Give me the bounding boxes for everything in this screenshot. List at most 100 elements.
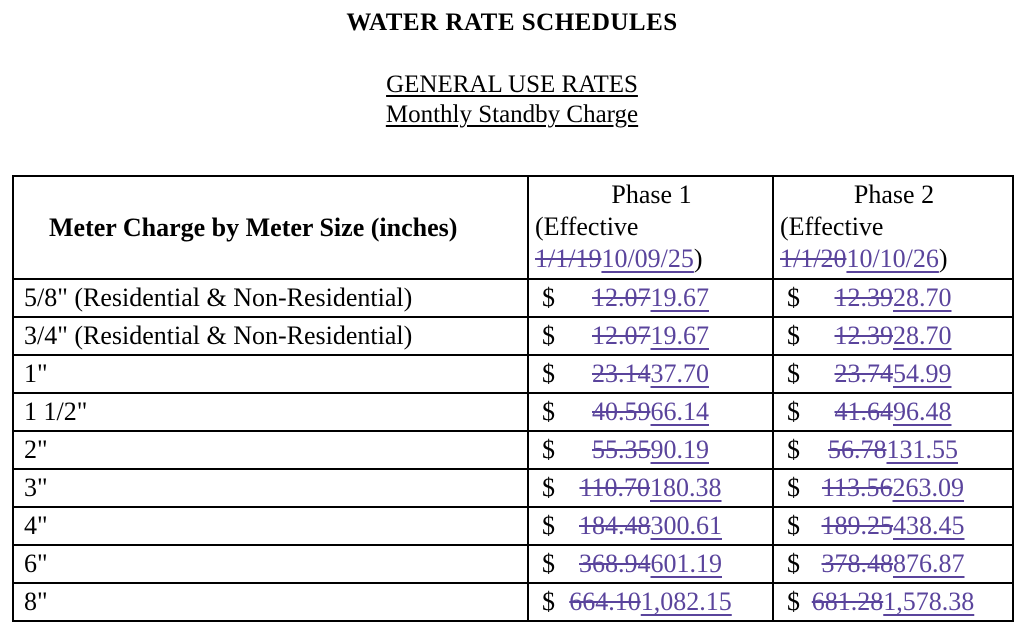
phase1-charge-cell: $12.0719.67 xyxy=(527,278,774,318)
meter-size-cell: 4" xyxy=(12,506,529,546)
phase2-new-amount: 263.09 xyxy=(892,473,965,502)
dollar-sign: $ xyxy=(542,549,555,578)
table-row: 1 1/2" $40.5966.14 $41.6496.48 xyxy=(12,392,1014,432)
phase2-old-amount: 189.25 xyxy=(821,511,894,540)
dollar-sign: $ xyxy=(542,283,555,312)
table-row: 3" $110.70180.38 $113.56263.09 xyxy=(12,468,1014,508)
phase2-charge-cell: $12.3928.70 xyxy=(772,278,1014,318)
phase1-column-header: Phase 1 (Effective 1/1/1910/09/25) xyxy=(527,175,774,280)
dollar-sign: $ xyxy=(542,473,555,502)
dollar-sign: $ xyxy=(787,321,800,350)
phase2-new-amount: 28.70 xyxy=(893,283,952,312)
phase2-charge-cell: $56.78131.55 xyxy=(772,430,1014,470)
phase1-charge-cell: $40.5966.14 xyxy=(527,392,774,432)
phase2-old-amount: 113.56 xyxy=(821,473,893,502)
table-row: 4" $184.48300.61 $189.25438.45 xyxy=(12,506,1014,546)
table-row: 3/4" (Residential & Non-Residential) $12.… xyxy=(12,316,1014,356)
phase2-charge-cell: $12.3928.70 xyxy=(772,316,1014,356)
page-title: WATER RATE SCHEDULES xyxy=(346,9,678,36)
phase1-new-amount: 180.38 xyxy=(650,473,722,502)
phase2-charge-cell: $681.281,578.38 xyxy=(772,582,1014,622)
phase1-new-date: 10/09/25 xyxy=(601,244,694,273)
meter-size-cell: 1 1/2" xyxy=(12,392,529,432)
dollar-sign: $ xyxy=(787,359,800,388)
phase1-new-amount: 601.19 xyxy=(650,549,723,578)
phase2-old-amount: 378.48 xyxy=(821,549,894,578)
header-row: Meter Charge by Meter Size (inches) Phas… xyxy=(12,175,1014,280)
phase2-old-amount: 23.74 xyxy=(834,359,894,388)
phase2-charge-cell: $23.7454.99 xyxy=(772,354,1014,394)
table-row: 5/8" (Residential & Non-Residential) $12.… xyxy=(12,278,1014,318)
phase2-new-amount: 96.48 xyxy=(893,397,952,426)
meter-size-cell: 1" xyxy=(12,354,529,394)
phase1-charge-cell: $55.3590.19 xyxy=(527,430,774,470)
phase2-column-header: Phase 2 (Effective 1/1/2010/10/26) xyxy=(772,175,1014,280)
phase2-new-amount: 876.87 xyxy=(893,549,965,578)
phase1-new-amount: 19.67 xyxy=(650,321,710,350)
dollar-sign: $ xyxy=(542,511,555,540)
phase2-charge-cell: $113.56263.09 xyxy=(772,468,1014,508)
phase1-charge-cell: $110.70180.38 xyxy=(527,468,774,508)
table-header: Meter Charge by Meter Size (inches) Phas… xyxy=(12,175,1014,280)
meter-size-cell: 5/8" (Residential & Non-Residential) xyxy=(12,278,529,318)
phase1-title: Phase 1 xyxy=(611,180,692,209)
phase2-old-date: 1/1/20 xyxy=(780,244,847,273)
table-body: 5/8" (Residential & Non-Residential) $12.… xyxy=(12,278,1014,622)
phase2-new-date: 10/10/26 xyxy=(846,244,939,273)
dollar-sign: $ xyxy=(787,587,800,616)
phase1-old-amount: 664.10 xyxy=(569,587,641,616)
phase2-charge-cell: $189.25438.45 xyxy=(772,506,1014,546)
phase2-new-amount: 1,578.38 xyxy=(883,587,975,616)
dollar-sign: $ xyxy=(787,511,800,540)
phase1-new-amount: 66.14 xyxy=(650,397,710,426)
phase2-new-amount: 54.99 xyxy=(893,359,952,388)
phase2-charge-cell: $378.48876.87 xyxy=(772,544,1014,584)
phase1-old-amount: 23.14 xyxy=(592,359,651,388)
phase2-old-amount: 56.78 xyxy=(828,435,887,464)
dollar-sign: $ xyxy=(542,397,555,426)
dollar-sign: $ xyxy=(542,359,555,388)
phase1-old-amount: 110.70 xyxy=(579,473,651,502)
phase2-title: Phase 2 xyxy=(853,180,935,209)
phase1-old-amount: 184.48 xyxy=(579,511,651,540)
subtitle-general-use-rates: GENERAL USE RATES xyxy=(386,71,638,98)
phase1-old-amount: 40.59 xyxy=(592,397,651,426)
dollar-sign: $ xyxy=(787,283,800,312)
phase1-new-amount: 1,082.15 xyxy=(640,587,732,616)
phase1-old-amount: 55.35 xyxy=(592,435,651,464)
phase2-old-amount: 681.28 xyxy=(811,587,884,616)
dollar-sign: $ xyxy=(787,473,800,502)
dollar-sign: $ xyxy=(787,435,800,464)
phase2-effective-label: (Effective xyxy=(780,212,884,241)
table-row: 6" $368.94601.19 $378.48876.87 xyxy=(12,544,1014,584)
phase1-effective-dates: 1/1/1910/09/25) xyxy=(535,243,768,275)
phase1-charge-cell: $12.0719.67 xyxy=(527,316,774,356)
meter-size-cell: 2" xyxy=(12,430,529,470)
phase1-old-date: 1/1/19 xyxy=(535,244,602,273)
phase1-charge-cell: $184.48300.61 xyxy=(527,506,774,546)
phase2-date-suffix: ) xyxy=(938,244,948,273)
phase1-old-amount: 12.07 xyxy=(592,283,651,312)
meter-size-column-header: Meter Charge by Meter Size (inches) xyxy=(12,175,529,280)
phase2-new-amount: 131.55 xyxy=(886,435,959,464)
meter-size-cell: 6" xyxy=(12,544,529,584)
table-row: 2" $55.3590.19 $56.78131.55 xyxy=(12,430,1014,470)
table-row: 8" $664.101,082.15 $681.281,578.38 xyxy=(12,582,1014,622)
meter-size-cell: 3/4" (Residential & Non-Residential) xyxy=(12,316,529,356)
phase1-new-amount: 37.70 xyxy=(650,359,710,388)
table-row: 1" $23.1437.70 $23.7454.99 xyxy=(12,354,1014,394)
phase1-charge-cell: $23.1437.70 xyxy=(527,354,774,394)
dollar-sign: $ xyxy=(787,549,800,578)
phase2-new-amount: 28.70 xyxy=(893,321,952,350)
phase2-charge-cell: $41.6496.48 xyxy=(772,392,1014,432)
subtitle-monthly-standby-charge: Monthly Standby Charge xyxy=(385,101,639,128)
meter-size-cell: 3" xyxy=(12,468,529,508)
phase1-old-amount: 12.07 xyxy=(592,321,651,350)
dollar-sign: $ xyxy=(787,397,800,426)
phase1-new-amount: 90.19 xyxy=(650,435,710,464)
phase1-new-amount: 19.67 xyxy=(650,283,710,312)
phase2-old-amount: 12.39 xyxy=(834,321,894,350)
phase1-charge-cell: $368.94601.19 xyxy=(527,544,774,584)
dollar-sign: $ xyxy=(542,321,555,350)
water-rate-table: Meter Charge by Meter Size (inches) Phas… xyxy=(12,175,1014,622)
